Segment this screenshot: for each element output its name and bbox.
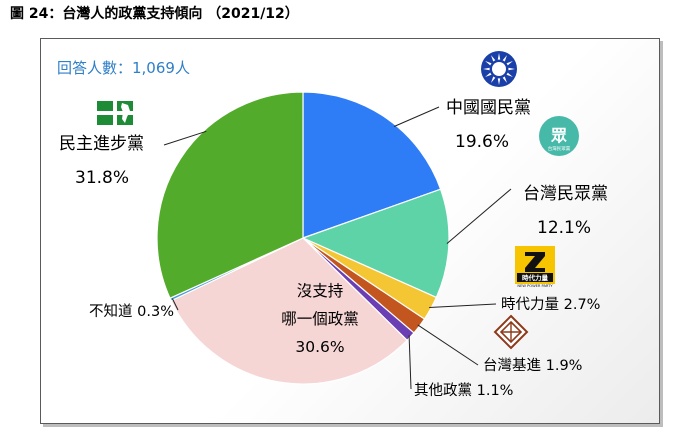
pie-chart: 中國國民黨 19.6% 台灣民眾黨 12.1% 時代力量 2.7% 台灣基進 1.9% 其他… [59,51,608,399]
slice-label-other: 其他政黨 1.1% [414,382,513,399]
kmt-ray-0 [508,67,515,71]
slice-label-tpp-value: 12.1% [537,218,591,238]
slice-label-kmt-name: 中國國民黨 [446,98,531,118]
kmt-ray-9 [497,53,501,60]
chart-panel: 回答人數：1,069人 中國國民黨 19.6% 台灣民眾黨 12.1% 時代力量 2.7… [40,38,660,424]
slice-label-tpp-name: 台灣民眾黨 [523,184,608,204]
dpp-logo-icon [95,99,135,127]
leader-line-6 [171,298,179,311]
pie-slice-5 [170,237,408,385]
pie-slices [156,91,450,385]
tsp-logo-icon [493,314,529,350]
slice-label-kmt-value: 19.6% [455,132,509,152]
slice-label-none-value: 30.6% [295,338,344,356]
kmt-ray-2 [502,76,507,83]
slice-label-none-line1: 沒支持 [297,282,344,300]
leader-line-7 [163,130,207,146]
respondent-count: 回答人數：1,069人 [57,59,190,77]
leader-line-3 [417,324,479,366]
slice-label-dpp-name: 民主進步黨 [59,134,144,154]
pie-slice-1 [301,188,450,299]
kmt-ray-11 [506,61,513,66]
leader-line-2 [429,303,497,308]
slice-label-none-line2: 哪一個政黨 [281,310,359,328]
pie-slice-7 [156,91,304,300]
leader-line-4 [408,335,412,390]
leader-line-0 [393,106,440,127]
kmt-ray-6 [483,67,490,71]
kmt-ray-5 [485,72,492,77]
slice-label-tsp: 台灣基進 1.9% [483,357,582,374]
kmt-ray-8 [491,55,496,62]
npp-logo-caption: NEW POWER PARTY [517,284,553,288]
kmt-ray-10 [502,55,507,62]
kmt-ray-3 [497,78,501,85]
npp-logo-text: 時代力量 [522,273,549,282]
npp-logo-icon: 時代力量 NEW POWER PARTY [515,246,555,288]
leader-lines [163,106,512,390]
slice-label-npp: 時代力量 2.7% [501,296,600,313]
tpp-logo-icon: 眾 台灣民眾黨 [539,116,579,156]
tpp-logo-caption: 台灣民眾黨 [548,145,571,152]
figure-title: 圖 24：台灣人的政黨支持傾向 （2021/12） [10,6,299,22]
leader-line-1 [446,188,512,244]
tpp-logo-glyph: 眾 [550,126,567,145]
slice-label-dontknow: 不知道 0.3% [89,303,174,320]
slice-label-dpp-value: 31.8% [75,168,129,188]
slice-labels: 中國國民黨 19.6% 台灣民眾黨 12.1% 時代力量 2.7% 台灣基進 1.9% 其他… [59,98,608,399]
kmt-ray-4 [491,76,496,83]
kmt-ray-1 [506,72,513,77]
kmt-sun-icon [481,51,517,87]
kmt-ray-7 [485,61,492,66]
pie-slice-0 [302,91,442,239]
